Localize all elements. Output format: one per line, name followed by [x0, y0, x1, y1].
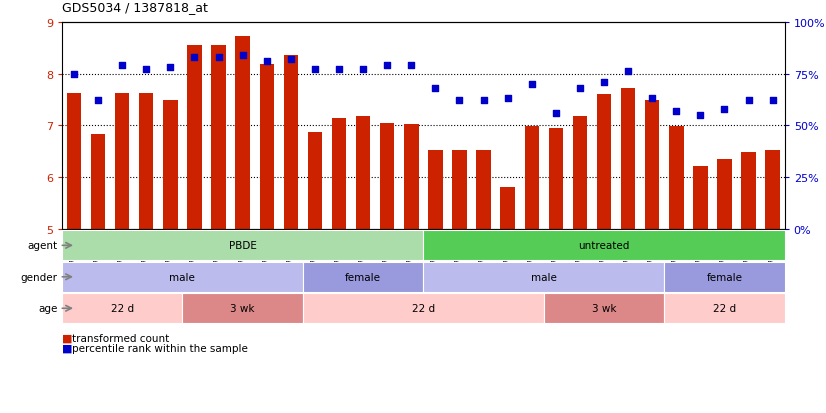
Bar [741, 153, 756, 229]
Text: 22 d: 22 d [111, 304, 134, 313]
Bar [501, 188, 515, 229]
Point [766, 98, 779, 104]
Point [670, 108, 683, 115]
Point [501, 96, 515, 102]
Text: 3 wk: 3 wk [591, 304, 616, 313]
Bar [669, 127, 683, 229]
Point [453, 98, 466, 104]
Point [308, 67, 321, 74]
Text: agent: agent [28, 241, 58, 251]
Bar [332, 118, 346, 229]
Bar [91, 134, 105, 229]
Point [236, 52, 249, 59]
Bar [404, 125, 419, 229]
Point [260, 59, 273, 65]
Bar [67, 94, 81, 229]
Point [68, 71, 81, 78]
Bar [525, 127, 539, 229]
Point [212, 55, 225, 61]
Point [116, 63, 129, 69]
Bar [188, 46, 202, 229]
Bar [477, 151, 491, 229]
Text: gender: gender [21, 272, 58, 282]
Text: 3 wk: 3 wk [230, 304, 255, 313]
Bar [115, 94, 130, 229]
Bar [596, 95, 611, 229]
Bar [139, 94, 154, 229]
Text: ■: ■ [62, 343, 73, 353]
Bar [548, 128, 563, 229]
Text: PBDE: PBDE [229, 241, 257, 251]
Text: male: male [531, 272, 557, 282]
Bar [621, 89, 635, 229]
Bar [572, 116, 587, 229]
Text: male: male [169, 272, 195, 282]
Point [621, 69, 634, 76]
Bar [211, 46, 225, 229]
Text: 22 d: 22 d [412, 304, 434, 313]
Bar [766, 150, 780, 229]
Text: GDS5034 / 1387818_at: GDS5034 / 1387818_at [62, 2, 208, 14]
Bar [693, 166, 708, 229]
Point [357, 67, 370, 74]
Text: female: female [706, 272, 743, 282]
Point [597, 79, 610, 86]
Point [381, 63, 394, 69]
Bar [235, 37, 249, 229]
Point [188, 55, 201, 61]
Point [742, 98, 755, 104]
Point [405, 63, 418, 69]
Text: female: female [345, 272, 381, 282]
Bar [163, 101, 178, 229]
Point [140, 67, 153, 74]
Bar [645, 101, 659, 229]
Point [284, 57, 297, 63]
Text: percentile rank within the sample: percentile rank within the sample [72, 343, 248, 353]
Point [429, 85, 442, 92]
Bar [307, 133, 322, 229]
Point [332, 67, 345, 74]
Point [92, 98, 105, 104]
Point [718, 106, 731, 113]
Point [694, 112, 707, 119]
Bar [452, 150, 467, 229]
Text: transformed count: transformed count [72, 333, 169, 343]
Point [164, 65, 177, 71]
Point [573, 85, 586, 92]
Bar [356, 116, 370, 229]
Bar [380, 123, 394, 229]
Bar [428, 150, 443, 229]
Bar [259, 65, 274, 229]
Bar [717, 159, 732, 229]
Text: ■: ■ [62, 333, 73, 343]
Point [549, 110, 563, 117]
Text: 22 d: 22 d [713, 304, 736, 313]
Text: age: age [39, 304, 58, 313]
Bar [283, 56, 298, 229]
Point [646, 96, 659, 102]
Point [477, 98, 490, 104]
Text: untreated: untreated [578, 241, 629, 251]
Point [525, 81, 539, 88]
